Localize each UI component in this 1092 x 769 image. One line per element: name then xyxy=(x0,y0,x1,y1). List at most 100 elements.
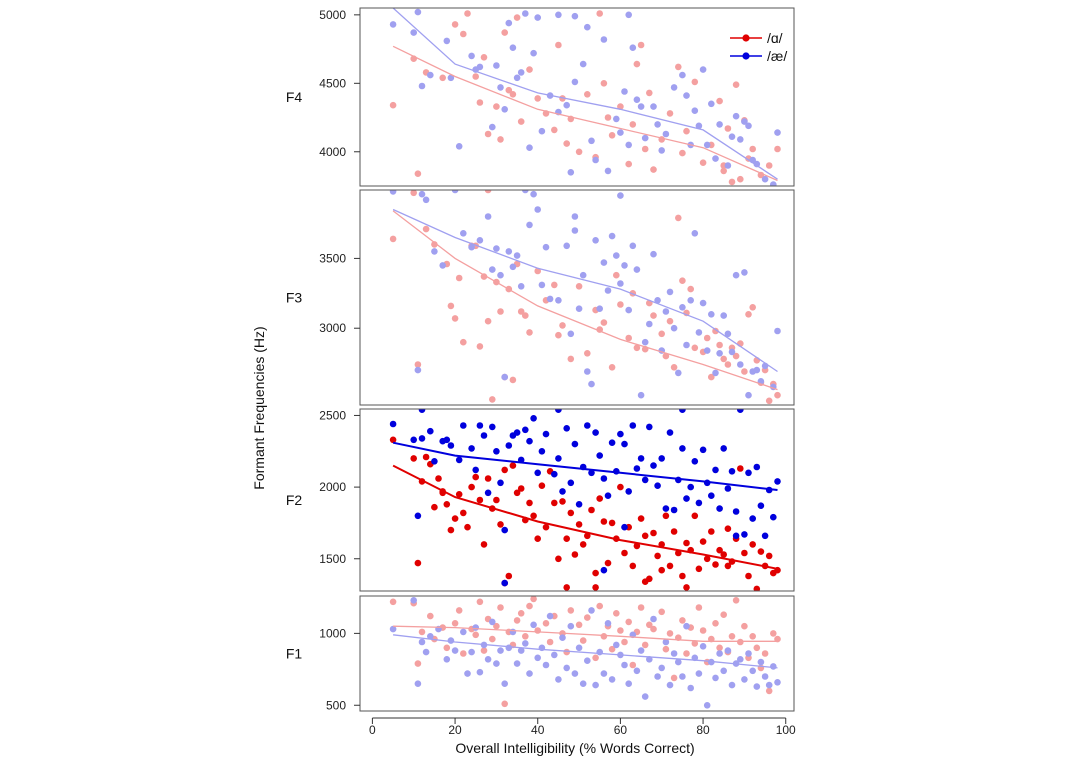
point-ae xyxy=(617,430,624,438)
point-ae xyxy=(584,368,591,375)
point-ae xyxy=(708,311,715,318)
point-a xyxy=(455,607,463,614)
point-ae xyxy=(522,190,529,194)
point-ae xyxy=(703,347,711,354)
point-ae xyxy=(712,155,719,162)
point-a xyxy=(509,462,517,469)
point-ae xyxy=(555,11,562,19)
point-ae xyxy=(472,466,480,474)
point-ae xyxy=(695,329,703,336)
point-ae xyxy=(741,676,748,683)
point-ae xyxy=(679,673,686,680)
point-a xyxy=(741,622,748,630)
point-a xyxy=(480,647,488,654)
point-a xyxy=(427,612,434,620)
point-ae xyxy=(559,634,566,641)
point-ae xyxy=(654,297,661,304)
point-ae xyxy=(761,175,769,183)
point-ae xyxy=(712,674,719,682)
panel-f2: 1500 2000 2500 F2 xyxy=(286,408,795,592)
point-ae xyxy=(567,169,575,176)
legend-label: /ɑ/ xyxy=(767,30,783,46)
point-a xyxy=(410,190,417,197)
point-a xyxy=(480,541,488,548)
point-ae xyxy=(654,482,661,490)
point-ae xyxy=(687,483,694,491)
point-a xyxy=(666,630,674,637)
point-a xyxy=(679,617,686,624)
point-ae xyxy=(753,160,761,168)
point-a xyxy=(749,145,756,153)
point-a xyxy=(509,91,517,98)
point-ae xyxy=(522,640,529,647)
point-ae xyxy=(699,299,707,307)
point-a xyxy=(728,178,736,186)
point-ae xyxy=(427,633,434,640)
point-ae xyxy=(513,252,521,259)
point-ae xyxy=(716,505,723,512)
point-ae xyxy=(579,271,587,279)
point-ae xyxy=(431,248,438,255)
point-a xyxy=(389,598,397,606)
point-ae xyxy=(517,69,525,76)
point-a xyxy=(431,503,438,511)
point-ae xyxy=(770,663,777,670)
point-ae xyxy=(389,21,397,28)
point-ae xyxy=(509,263,517,271)
point-a xyxy=(579,637,587,644)
point-ae xyxy=(753,463,761,471)
point-a xyxy=(679,149,686,157)
point-a xyxy=(720,167,727,175)
point-ae xyxy=(489,266,496,273)
point-ae xyxy=(708,100,715,108)
point-ae xyxy=(563,664,570,672)
point-a xyxy=(484,190,492,194)
point-a xyxy=(666,317,674,325)
point-ae xyxy=(571,670,579,677)
point-ae xyxy=(389,190,397,195)
x-axis: 0 20 40 60 80 100 xyxy=(369,717,796,737)
point-a xyxy=(563,535,570,542)
point-ae xyxy=(699,643,707,650)
point-ae xyxy=(604,287,612,294)
point-ae xyxy=(662,130,670,138)
point-ae xyxy=(563,242,570,250)
point-ae xyxy=(724,647,732,654)
point-ae xyxy=(641,693,649,700)
point-ae xyxy=(670,506,678,514)
point-ae xyxy=(493,245,500,252)
point-ae xyxy=(716,121,723,128)
point-a xyxy=(753,585,761,591)
trend-line-ae xyxy=(392,8,778,180)
point-a xyxy=(451,315,459,322)
point-a xyxy=(695,604,703,611)
point-a xyxy=(646,89,653,97)
point-ae xyxy=(650,103,657,110)
point-ae xyxy=(410,597,418,604)
point-ae xyxy=(414,680,422,687)
point-a xyxy=(468,483,475,491)
point-ae xyxy=(699,446,707,454)
point-ae xyxy=(584,23,591,31)
point-a xyxy=(683,539,690,547)
point-a xyxy=(625,334,632,342)
point-a xyxy=(670,674,678,682)
point-ae xyxy=(563,101,570,109)
point-a xyxy=(728,633,736,640)
point-ae xyxy=(650,615,657,623)
point-a xyxy=(596,495,603,502)
panel-label: F2 xyxy=(286,492,303,508)
x-axis-title: Overall Intelligibility (% Words Correct… xyxy=(455,740,694,756)
point-ae xyxy=(575,644,583,652)
point-a xyxy=(414,660,422,667)
point-ae xyxy=(534,654,541,662)
point-a xyxy=(716,546,723,554)
point-a xyxy=(484,475,492,482)
point-a xyxy=(737,175,744,183)
point-ae xyxy=(472,624,480,631)
point-a xyxy=(712,620,719,627)
point-a xyxy=(464,523,471,531)
point-ae xyxy=(749,667,756,675)
point-ae xyxy=(443,656,451,663)
